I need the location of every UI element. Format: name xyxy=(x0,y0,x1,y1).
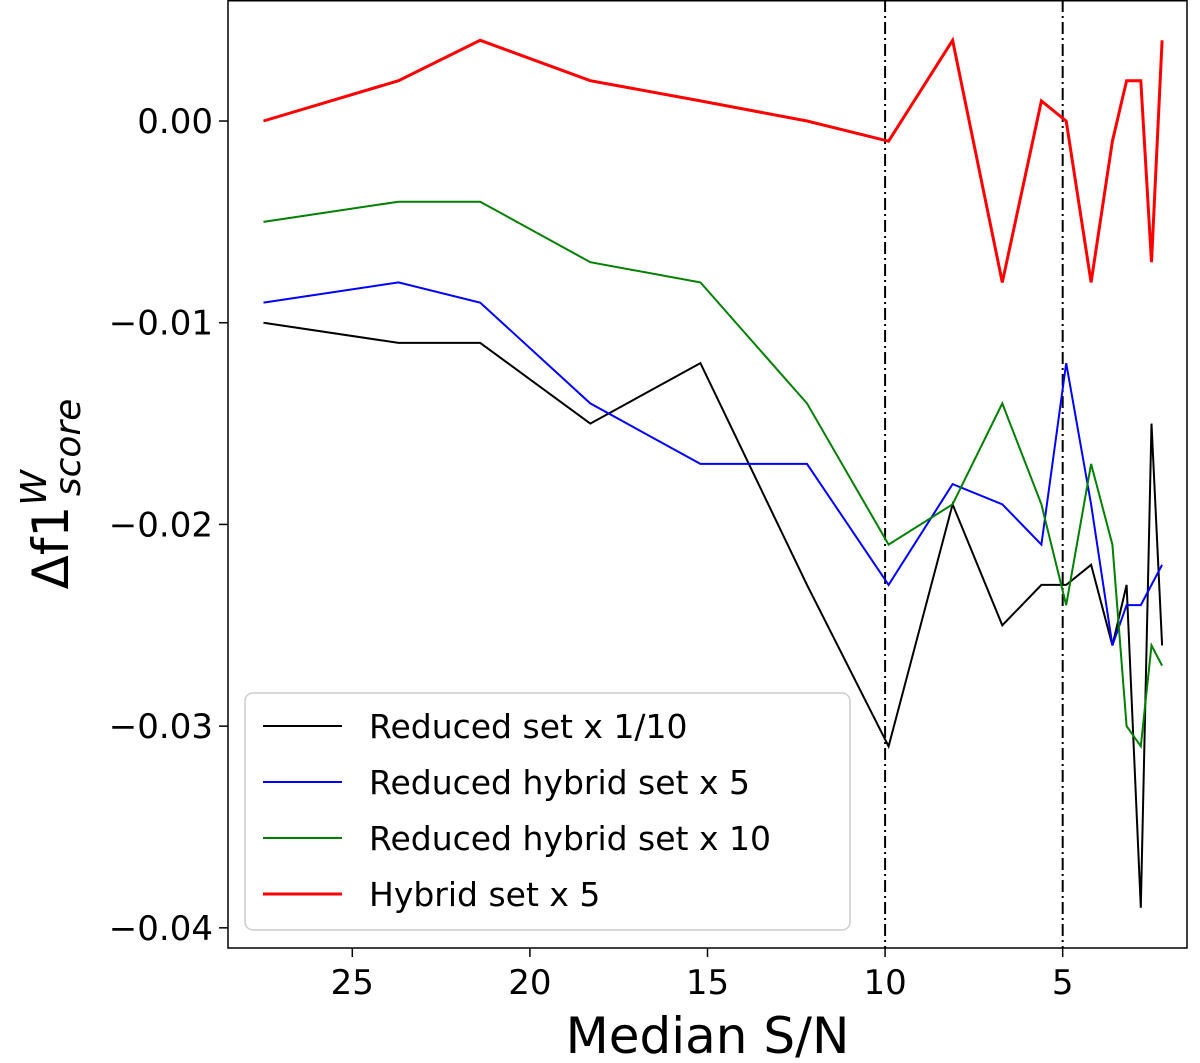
y-tick-label: 0.00 xyxy=(137,102,213,142)
x-tick-label: 5 xyxy=(1052,963,1074,1003)
y-axis-label-base: Δf1 xyxy=(22,506,80,590)
y-axis-label-subscript: score xyxy=(48,399,89,497)
legend-box xyxy=(244,692,851,931)
x-tick-label: 10 xyxy=(863,963,906,1003)
legend-entry-label: Reduced set x 1/10 xyxy=(369,707,688,746)
x-axis-label: Median S/N xyxy=(566,1007,850,1063)
y-tick-label: −0.04 xyxy=(109,909,213,949)
series-line-4 xyxy=(263,36,1164,283)
x-axis: 25 20 15 10 5 xyxy=(331,948,1074,1003)
y-tick-label: −0.03 xyxy=(109,707,213,747)
series-line-2 xyxy=(263,281,1163,646)
series-line-1 xyxy=(263,321,1164,908)
y-axis-label: Δf1Wscore xyxy=(14,399,89,590)
x-tick-label: 25 xyxy=(331,963,374,1003)
y-axis-label-superscript: W xyxy=(14,469,55,506)
y-tick-label: −0.01 xyxy=(109,304,213,344)
legend: Reduced set x 1/10 Reduced hybrid set x 5… xyxy=(244,692,851,931)
legend-entry-label: Reduced hybrid set x 5 xyxy=(369,763,750,802)
x-tick-label: 15 xyxy=(686,963,729,1003)
reference-vlines xyxy=(884,0,1064,948)
series-layer xyxy=(263,36,1164,908)
legend-entry-label: Hybrid set x 5 xyxy=(369,875,600,914)
y-tick-label: −0.02 xyxy=(109,505,213,545)
y-axis: 0.00 −0.01 −0.02 −0.03 −0.04 xyxy=(109,102,228,949)
legend-entry-label: Reduced hybrid set x 10 xyxy=(369,819,771,858)
x-tick-label: 20 xyxy=(508,963,551,1003)
series-line-3 xyxy=(263,200,1163,750)
